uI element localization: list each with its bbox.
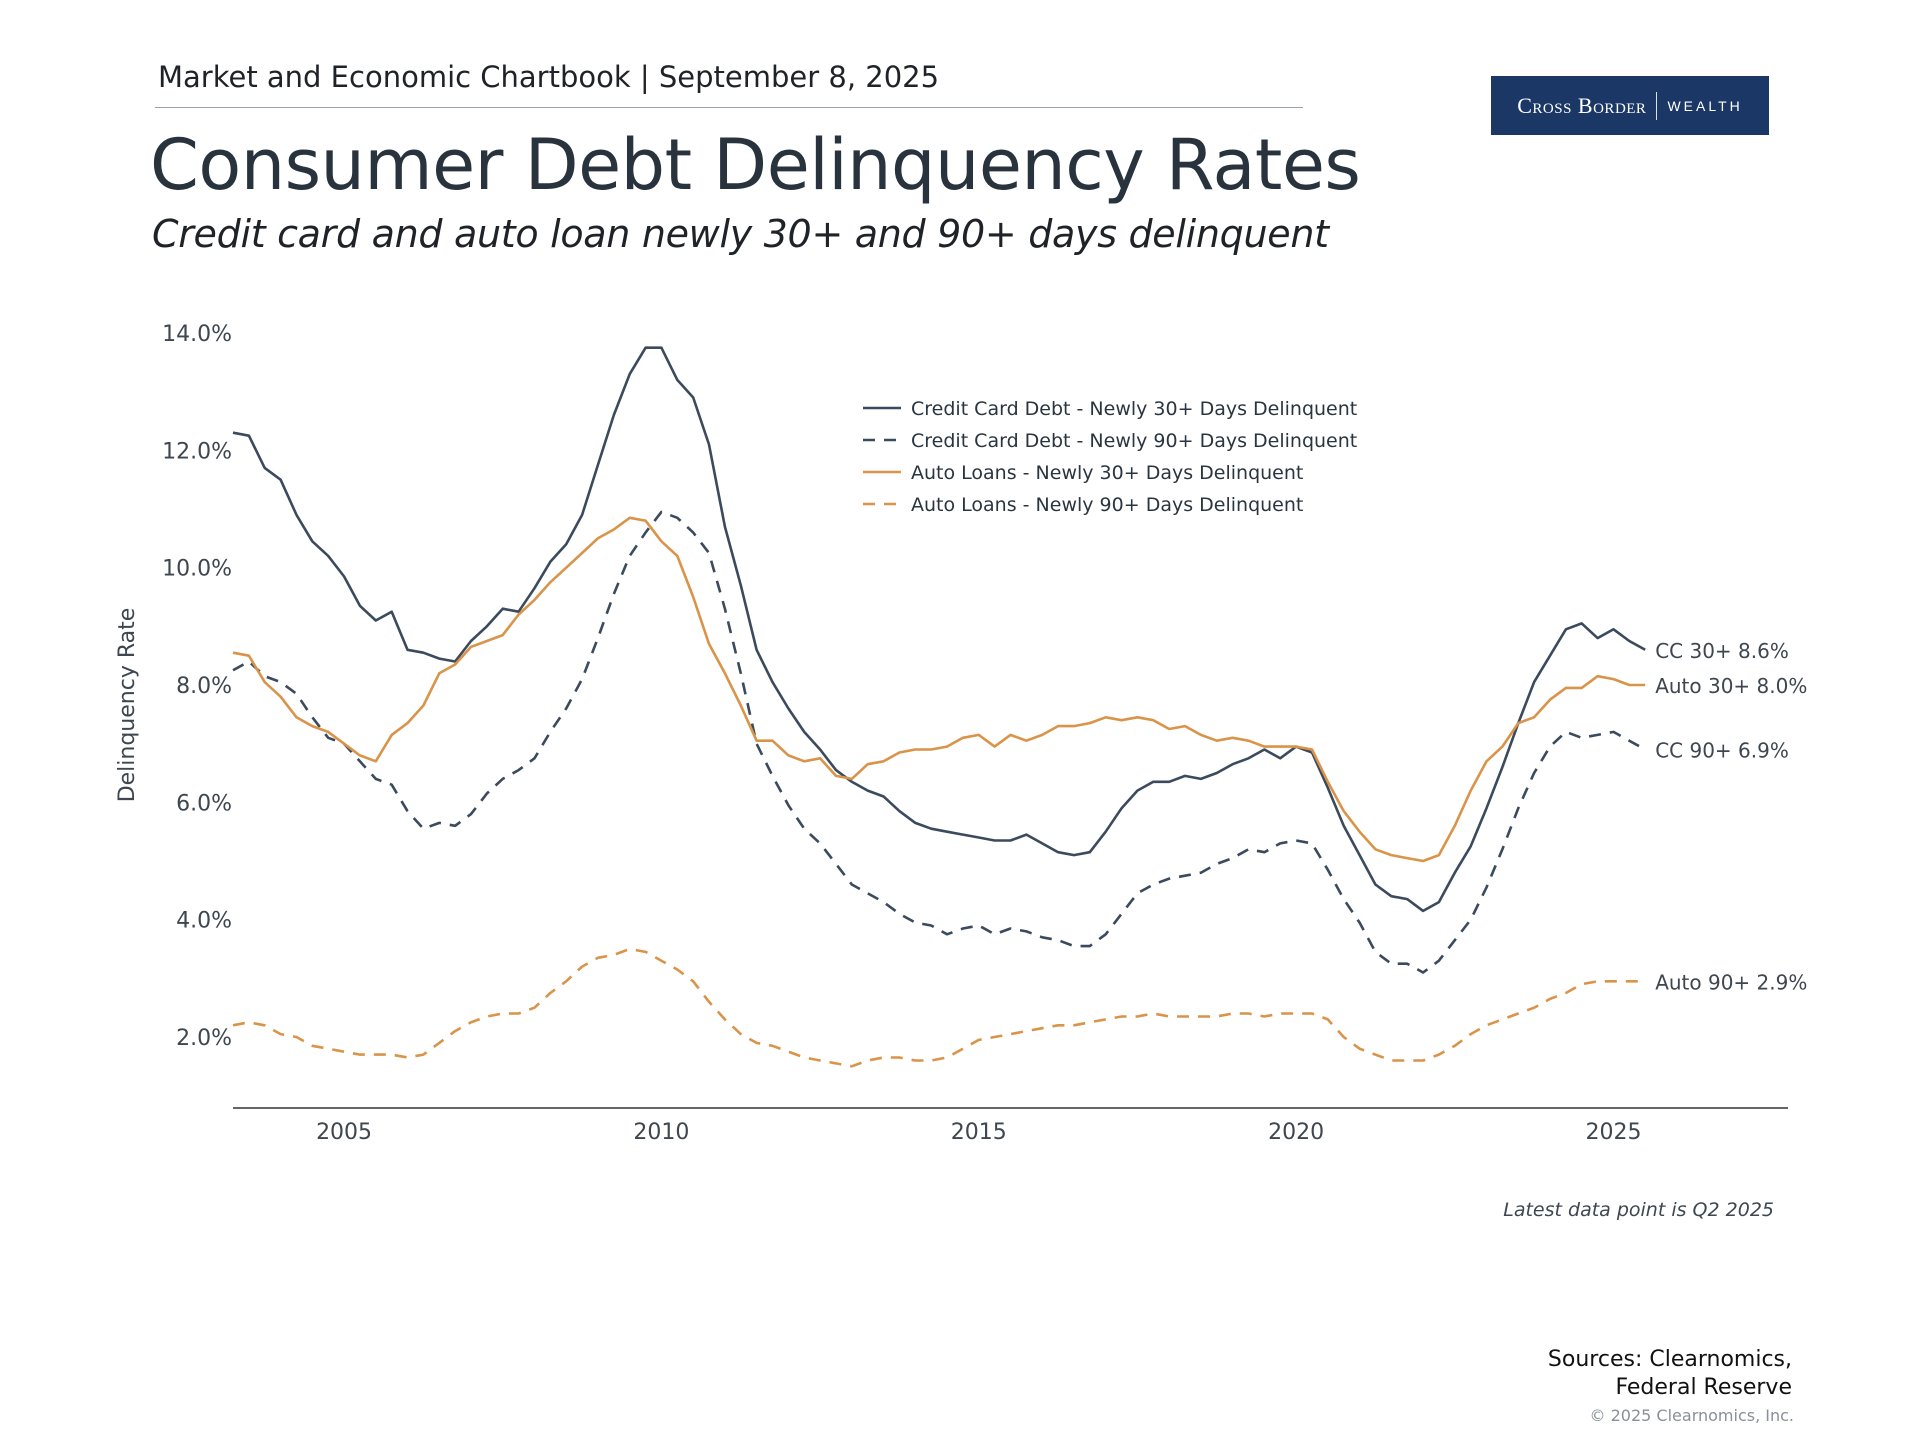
legend-label: Credit Card Debt - Newly 30+ Days Delinq…	[911, 398, 1357, 420]
y-tick-label: 10.0%	[162, 557, 232, 582]
y-tick-label: 6.0%	[176, 791, 232, 816]
x-tick-label: 2025	[1585, 1120, 1641, 1145]
y-axis-label: Delinquency Rate	[115, 608, 140, 803]
y-tick-label: 4.0%	[176, 909, 232, 934]
header-divider	[155, 107, 1303, 108]
auto-90-line	[232, 947, 1646, 1068]
page-title: Consumer Debt Delinquency Rates	[150, 124, 1361, 206]
legend-label: Credit Card Debt - Newly 90+ Days Delinq…	[911, 430, 1357, 452]
brand-logo: Cross Border WEALTH	[1491, 76, 1769, 135]
y-tick-label: 8.0%	[176, 674, 232, 699]
logo-sub-text: WEALTH	[1667, 97, 1743, 114]
series-end-label: Auto 90+ 2.9%	[1655, 970, 1807, 994]
sources-line-1: Sources: Clearnomics,	[1547, 1347, 1792, 1372]
x-tick-label: 2010	[633, 1120, 689, 1145]
series-end-label: CC 30+ 8.6%	[1655, 639, 1789, 663]
auto-30-line	[232, 516, 1646, 863]
y-tick-label: 12.0%	[162, 439, 232, 464]
legend-label: Auto Loans - Newly 90+ Days Delinquent	[911, 494, 1303, 516]
latest-data-note: Latest data point is Q2 2025	[1503, 1199, 1774, 1221]
series-end-label: Auto 30+ 8.0%	[1655, 674, 1807, 698]
legend-label: Auto Loans - Newly 30+ Days Delinquent	[911, 462, 1303, 484]
x-tick-label: 2005	[316, 1120, 372, 1145]
page-subtitle: Credit card and auto loan newly 30+ and …	[152, 212, 1329, 256]
x-tick-label: 2015	[951, 1120, 1007, 1145]
copyright: © 2025 Clearnomics, Inc.	[1589, 1406, 1794, 1425]
y-tick-label: 14.0%	[162, 322, 232, 347]
sources: Sources: Clearnomics, Federal Reserve	[1548, 1346, 1792, 1402]
sources-line-2: Federal Reserve	[1615, 1375, 1792, 1400]
y-tick-label: 2.0%	[176, 1026, 232, 1051]
logo-separator	[1656, 91, 1658, 120]
logo-main-text: Cross Border	[1517, 92, 1647, 118]
x-tick-label: 2020	[1268, 1120, 1324, 1145]
publication-header: Market and Economic Chartbook | Septembe…	[158, 60, 940, 94]
cc-30-line	[232, 346, 1646, 913]
cc-90-line	[232, 510, 1646, 974]
series-end-label: CC 90+ 6.9%	[1655, 739, 1789, 763]
